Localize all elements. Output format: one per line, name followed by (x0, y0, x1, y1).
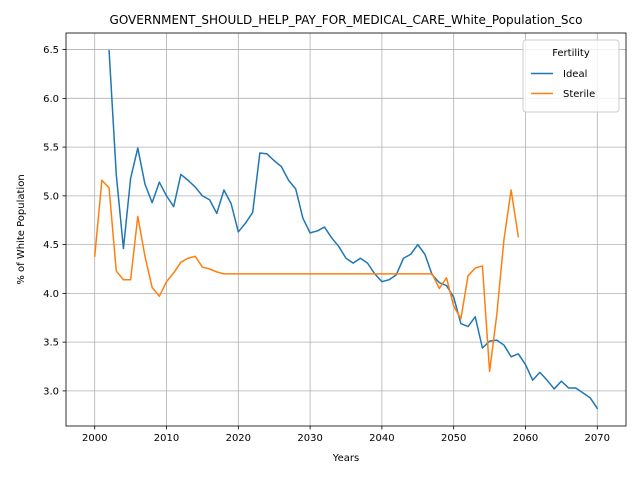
y-tick-label: 5.0 (43, 191, 59, 202)
x-tick-label: 2010 (154, 433, 179, 444)
y-tick-label: 6.5 (43, 45, 59, 56)
legend-title: Fertility (552, 48, 590, 59)
y-tick-label: 6.0 (43, 94, 59, 105)
y-tick-label: 3.0 (43, 386, 59, 397)
y-tick-label: 5.5 (43, 143, 59, 154)
x-tick-label: 2050 (441, 433, 466, 444)
series-lines (93, 49, 599, 410)
x-tick-label: 2000 (82, 433, 107, 444)
plot-frame (65, 32, 627, 427)
legend-items: Ideal Sterile (531, 69, 595, 100)
chart-title: GOVERNMENT_SHOULD_HELP_PAY_FOR_MEDICAL_C… (110, 13, 583, 27)
x-tick-label: 2040 (369, 433, 394, 444)
y-tick-label: 3.5 (43, 338, 59, 349)
legend-label-ideal: Ideal (563, 69, 587, 80)
series-line-ideal (108, 49, 599, 410)
y-axis-label: % of White Population (16, 174, 27, 284)
series-line-sterile (93, 179, 520, 373)
legend-label-sterile: Sterile (563, 89, 595, 100)
x-tick-label: 2030 (297, 433, 322, 444)
y-tick-label: 4.0 (43, 289, 59, 300)
x-tick-label: 2020 (226, 433, 251, 444)
y-tick-label: 4.5 (43, 240, 59, 251)
x-tick-label: 2060 (513, 433, 538, 444)
x-tick-label: 2070 (585, 433, 610, 444)
x-axis-label: Years (332, 453, 359, 464)
legend: Fertility Ideal Sterile (522, 39, 620, 113)
axis-ticks: 2000 2010 2020 2030 2040 2050 2060 2070 3.0 3.5 4.… (43, 45, 610, 444)
